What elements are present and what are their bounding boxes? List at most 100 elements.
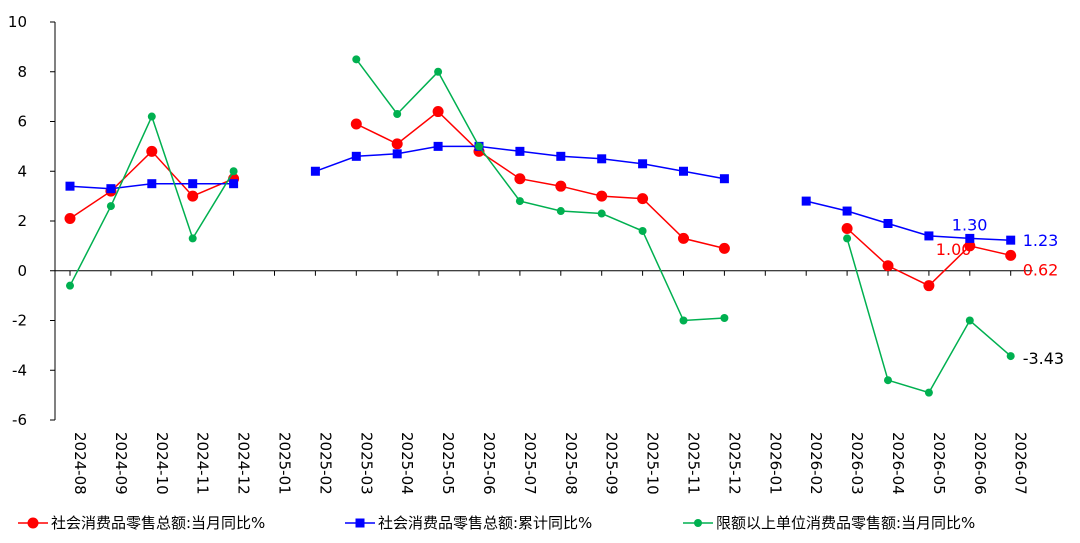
data-point-0 — [637, 193, 649, 205]
data-point-2 — [393, 110, 402, 119]
data-point-1 — [638, 159, 648, 169]
y-tick-label: 4 — [17, 162, 27, 180]
data-point-1 — [597, 154, 607, 164]
x-tick-label: 2026-06 — [971, 432, 989, 495]
data-point-1 — [188, 179, 198, 189]
y-tick-label: -4 — [12, 361, 27, 379]
data-label: 1.30 — [952, 215, 988, 234]
data-point-0 — [882, 260, 894, 272]
series-line-2 — [846, 238, 1012, 394]
x-tick-label: 2025-01 — [276, 432, 294, 495]
x-tick-label: 2025-10 — [644, 432, 662, 495]
data-point-0 — [350, 118, 362, 130]
x-tick-label: 2025-07 — [521, 432, 539, 495]
data-point-1 — [351, 151, 361, 161]
x-tick-label: 2026-02 — [807, 432, 825, 495]
x-tick-label: 2025-11 — [685, 432, 703, 495]
data-point-0 — [678, 232, 689, 244]
data-label: 1.00 — [936, 240, 972, 259]
data-point-0 — [923, 280, 935, 292]
data-point-1 — [392, 149, 402, 159]
data-point-0 — [555, 180, 567, 192]
x-tick-label: 2026-04 — [889, 432, 907, 495]
y-tick-label: 6 — [17, 113, 27, 131]
x-tick-label: 2025-03 — [357, 432, 375, 495]
data-point-2 — [638, 226, 647, 235]
x-tick-label: 2026-03 — [848, 432, 866, 495]
data-point-2 — [475, 142, 483, 151]
x-tick-label: 2026-07 — [1012, 432, 1030, 495]
data-point-2 — [720, 314, 729, 323]
data-point-0 — [187, 190, 199, 202]
data-point-0 — [1005, 249, 1017, 261]
data-point-2 — [352, 55, 361, 64]
data-point-1 — [801, 196, 811, 206]
data-point-2 — [106, 202, 115, 211]
data-point-1 — [1006, 235, 1016, 245]
x-tick-label: 2025-08 — [562, 432, 580, 495]
data-point-2 — [884, 376, 892, 385]
series-line-0 — [355, 110, 725, 250]
x-tick-label: 2024-11 — [194, 432, 212, 495]
data-label: 0.62 — [1023, 260, 1059, 279]
data-point-2 — [924, 388, 933, 397]
x-tick-label: 2025-12 — [725, 432, 743, 495]
data-point-0 — [964, 240, 976, 252]
x-tick-label: 2025-06 — [480, 432, 498, 495]
data-point-1 — [965, 233, 975, 243]
legend-marker-1 — [355, 518, 365, 528]
x-tick-label: 2026-05 — [930, 432, 948, 495]
y-tick-label: 2 — [17, 212, 27, 230]
data-point-1 — [679, 166, 688, 176]
y-tick-label: 0 — [17, 262, 27, 280]
x-tick-label: 2024-09 — [112, 432, 130, 495]
y-tick-label: -2 — [12, 312, 27, 330]
data-point-0 — [718, 242, 730, 254]
data-point-0 — [146, 145, 158, 157]
data-point-0 — [64, 213, 76, 225]
data-point-1 — [924, 231, 934, 241]
legend-label: 社会消费品零售总额:当月同比% — [51, 514, 265, 532]
x-tick-label: 2024-12 — [235, 432, 253, 495]
data-point-0 — [596, 190, 608, 202]
data-point-1 — [310, 166, 320, 176]
data-point-1 — [106, 184, 116, 194]
x-tick-label: 2026-01 — [766, 432, 784, 495]
y-tick-label: -6 — [12, 411, 27, 429]
data-point-1 — [229, 179, 239, 189]
series-line-2 — [69, 114, 235, 287]
data-point-0 — [841, 222, 853, 234]
data-label: -3.43 — [1023, 349, 1064, 368]
legend-marker-2 — [694, 519, 702, 527]
data-point-2 — [434, 67, 443, 76]
data-point-2 — [188, 234, 197, 243]
data-point-2 — [965, 316, 974, 325]
data-point-2 — [597, 209, 606, 218]
data-point-0 — [391, 138, 403, 150]
x-tick-label: 2025-05 — [439, 432, 457, 495]
x-tick-label: 2025-02 — [316, 432, 334, 495]
data-point-1 — [883, 218, 893, 228]
legend-label: 限额以上单位消费品零售额:当月同比% — [716, 514, 975, 532]
x-tick-label: 2025-09 — [603, 432, 621, 495]
series-line-2 — [355, 58, 725, 322]
data-point-2 — [1006, 352, 1015, 361]
data-point-1 — [515, 146, 525, 156]
data-point-2 — [66, 281, 74, 290]
data-point-2 — [556, 207, 565, 216]
data-point-0 — [432, 106, 444, 118]
data-point-0 — [514, 173, 526, 185]
series-line-1 — [806, 200, 1011, 241]
data-point-2 — [843, 234, 852, 243]
data-point-2 — [229, 167, 238, 176]
y-tick-label: 8 — [17, 63, 27, 81]
x-tick-label: 2025-04 — [398, 432, 416, 495]
data-label: 1.23 — [1023, 231, 1059, 250]
data-point-1 — [433, 141, 443, 151]
data-point-1 — [65, 181, 75, 191]
legend-marker-0 — [27, 517, 39, 529]
data-point-1 — [147, 179, 157, 189]
x-tick-label: 2024-08 — [71, 432, 89, 495]
